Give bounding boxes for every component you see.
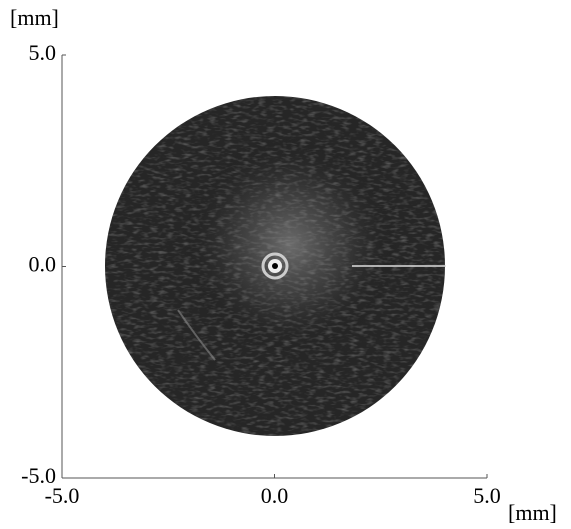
y-axis-label: [mm] xyxy=(10,5,59,30)
y-tick-label: 0.0 xyxy=(29,252,57,277)
x-tick-label: -5.0 xyxy=(45,483,80,508)
x-axis-label: [mm] xyxy=(508,500,557,525)
ultrasound-image xyxy=(105,96,446,436)
y-tick-label: 5.0 xyxy=(29,40,57,65)
y-tick-label: -5.0 xyxy=(21,463,56,488)
x-tick-label: 5.0 xyxy=(473,483,501,508)
x-tick-label: 0.0 xyxy=(261,483,289,508)
